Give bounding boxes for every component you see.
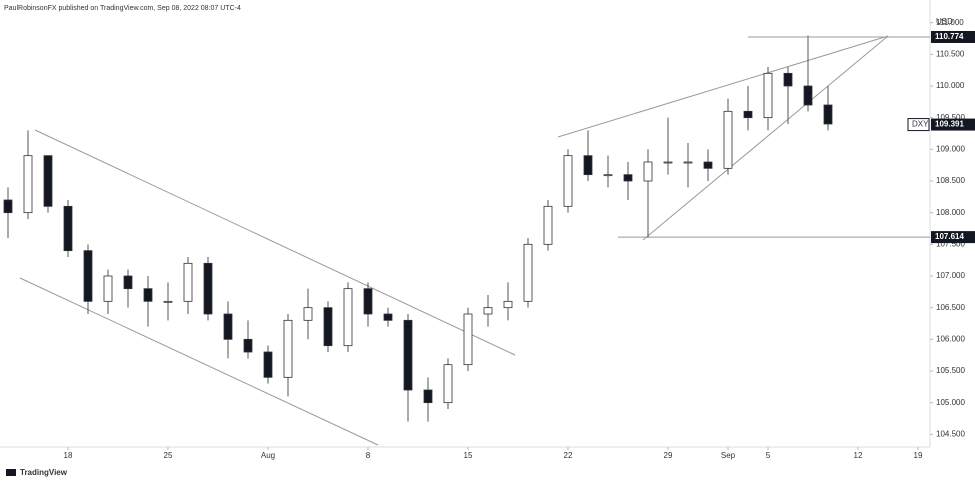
candle-body (123, 275, 133, 290)
candle-body (263, 351, 273, 378)
x-tick-label: 19 (914, 451, 923, 460)
candle-body (543, 205, 553, 245)
candle-body (3, 199, 13, 214)
candle-body (483, 307, 493, 315)
candle-body (303, 307, 313, 321)
candle-body (223, 313, 233, 340)
candle-body (103, 275, 113, 302)
candle-body (203, 262, 213, 315)
y-tick-label: 105.000 (936, 398, 965, 407)
y-tick-label: 104.500 (936, 429, 965, 438)
candle-body (763, 72, 773, 119)
y-tick-label: 109.500 (936, 113, 965, 122)
candle-body (463, 313, 473, 366)
y-tick-label: 110.500 (936, 49, 965, 58)
symbol-label: DXY (912, 120, 929, 129)
x-tick-label: Aug (261, 451, 275, 460)
level-label: 107.614 (935, 232, 964, 241)
trendline (642, 35, 889, 241)
candle-body (183, 262, 193, 302)
candle-body (703, 161, 713, 169)
candle-body (643, 161, 653, 182)
candle-body (283, 319, 293, 378)
y-tick-label: 110.000 (936, 81, 965, 90)
level-label: 110.774 (935, 32, 964, 41)
y-tick-label: 108.500 (936, 176, 965, 185)
candle-body (243, 338, 253, 353)
candle-body (803, 85, 813, 106)
y-tick-label: 108.000 (936, 208, 965, 217)
candle-body (783, 72, 793, 87)
x-tick-label: 5 (766, 451, 771, 460)
candle-body (343, 288, 353, 347)
symbol-badge (907, 118, 930, 132)
candle-body (323, 307, 333, 347)
trendline (19, 277, 379, 446)
candle-body (723, 110, 733, 169)
candle-body (663, 161, 673, 164)
candle-body (523, 243, 533, 302)
candle-body (743, 110, 753, 119)
candle-body (143, 288, 153, 302)
level-badge (931, 231, 975, 244)
y-tick-label: 106.500 (936, 303, 965, 312)
last-price-label: 109.391 (935, 120, 964, 129)
candle-body (583, 155, 593, 176)
y-tick-label: 107.500 (936, 239, 965, 248)
x-tick-label: 12 (854, 451, 863, 460)
currency: USD (936, 17, 953, 26)
footer: TradingView (20, 468, 68, 477)
candle-body (83, 250, 93, 302)
x-tick-label: 18 (64, 451, 73, 460)
candle-body (43, 155, 53, 207)
y-tick-label: 111.000 (936, 18, 964, 27)
footer-logo: TradingView (6, 468, 68, 477)
x-tick-label: Sep (721, 451, 736, 460)
candle-body (63, 205, 73, 252)
last-price-badge (931, 118, 975, 131)
x-tick-label: 22 (564, 451, 573, 460)
x-tick-label: 29 (664, 451, 673, 460)
candle-body (443, 364, 453, 404)
level-badge (931, 30, 975, 43)
candle-body (423, 389, 433, 404)
x-tick-label: 8 (366, 451, 371, 460)
candle-body (383, 313, 393, 321)
x-tick-label: 15 (464, 451, 473, 460)
candle-body (683, 161, 693, 164)
candle-body (163, 300, 173, 303)
candle-body (503, 300, 513, 309)
candle-body (823, 104, 833, 125)
candle-body (623, 174, 633, 182)
x-tick-label: 25 (164, 451, 173, 460)
trendline (34, 129, 516, 356)
candle-body (563, 155, 573, 207)
y-tick-label: 107.000 (936, 271, 965, 280)
candle-body (603, 174, 613, 177)
header: PaulRobinsonFX published on TradingView.… (4, 5, 241, 12)
y-tick-label: 106.000 (936, 334, 965, 343)
candle-body (403, 319, 413, 391)
trendline (557, 35, 889, 138)
y-tick-label: 105.500 (936, 366, 965, 375)
y-tick-label: 109.000 (936, 144, 965, 153)
candle-body (23, 155, 33, 214)
candle-body (363, 288, 373, 315)
